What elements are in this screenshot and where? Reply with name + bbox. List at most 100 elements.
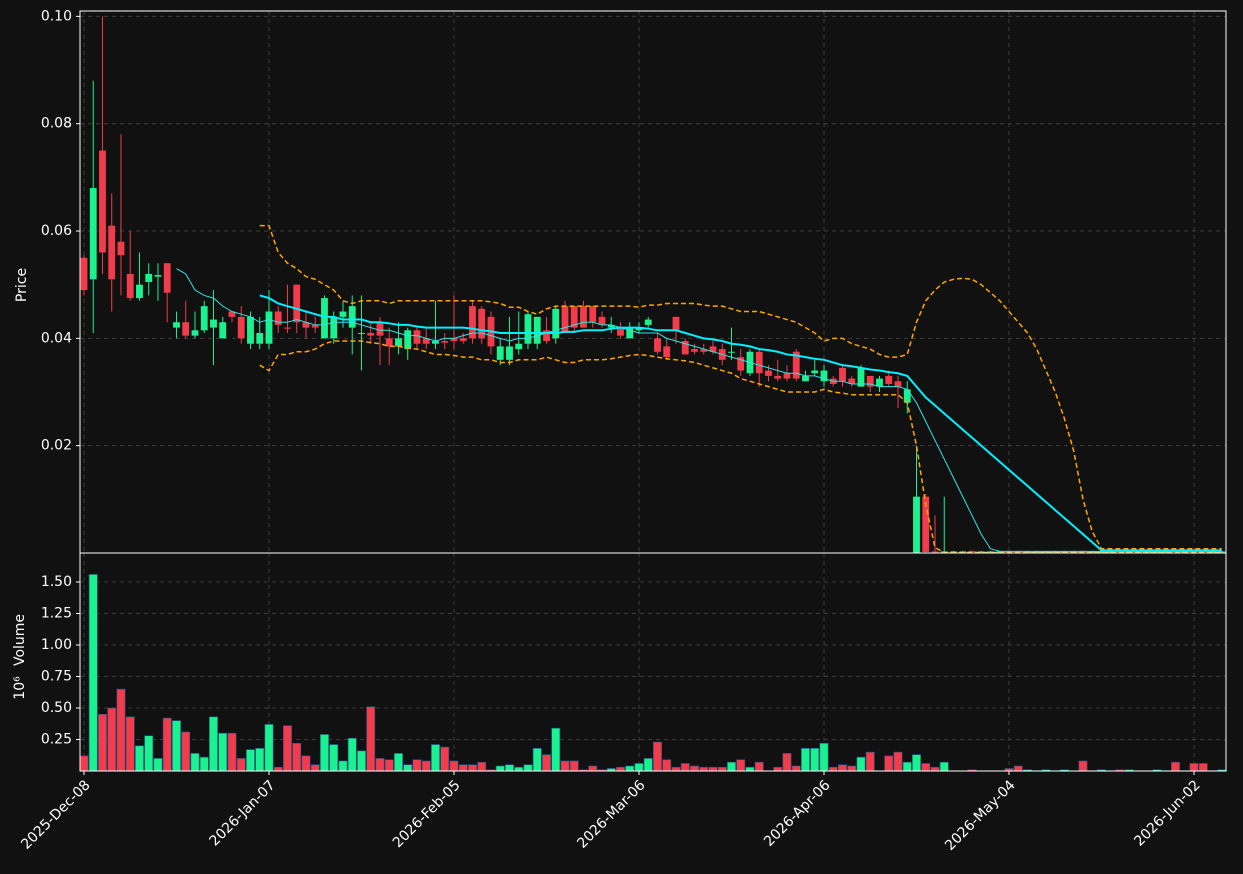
candle-body	[108, 225, 116, 280]
volume-bar	[209, 716, 218, 772]
candle-body	[126, 273, 134, 299]
candle-body	[1098, 551, 1105, 553]
candle-body	[432, 341, 439, 344]
candle-body	[1218, 551, 1226, 553]
candle-body	[543, 330, 550, 342]
candle-body	[200, 306, 208, 331]
y-tick-label: 0.04	[41, 330, 72, 346]
candle-body	[654, 338, 661, 352]
volume-bar	[625, 765, 635, 772]
candle-body	[348, 306, 356, 328]
volume-bar	[856, 756, 866, 772]
volume-bar	[1198, 763, 1208, 772]
candle-body	[968, 550, 976, 552]
volume-bar	[671, 766, 681, 772]
volume-bar	[218, 732, 228, 772]
candle-body	[1042, 551, 1050, 553]
volume-bar	[394, 753, 403, 772]
candle-body	[866, 375, 874, 387]
candle-body	[182, 322, 190, 336]
overlay-line	[259, 224, 1222, 550]
candle-body	[1153, 551, 1161, 553]
candle-body	[274, 311, 282, 325]
candle-body	[173, 322, 180, 328]
candle-body	[700, 349, 708, 352]
volume-bar	[292, 742, 302, 772]
candle-body	[163, 263, 171, 293]
candle-body	[802, 375, 809, 382]
candle-body	[876, 378, 883, 387]
volume-bar	[431, 744, 440, 772]
volume-bar	[745, 766, 755, 772]
volume-bar	[865, 751, 875, 772]
volume-bar	[412, 759, 422, 772]
candle-body	[663, 346, 671, 358]
y-tick-label: 0.50	[41, 700, 72, 716]
volume-bar	[690, 765, 699, 772]
candle-body	[1088, 551, 1096, 553]
candle-body	[885, 375, 893, 384]
candle-body	[931, 551, 939, 553]
volume-bar	[181, 731, 191, 772]
volume-bar	[236, 758, 246, 772]
volume-bar	[116, 688, 126, 772]
candle-body	[774, 375, 782, 379]
volume-bar	[468, 764, 477, 772]
volume-bar	[634, 763, 644, 772]
candle-body	[728, 351, 735, 353]
candle-body	[691, 349, 698, 352]
candle-body	[330, 316, 338, 339]
price-axis-label: Price	[14, 268, 30, 302]
volume-bar	[264, 724, 274, 772]
volume-bar	[144, 735, 154, 772]
candle-body	[672, 316, 680, 331]
candle-body	[783, 373, 791, 379]
volume-bar	[172, 720, 181, 772]
volume-bar	[782, 753, 792, 772]
candle-body	[857, 367, 865, 387]
volume-bar	[88, 574, 98, 772]
volume-bar	[107, 707, 117, 772]
candle-body	[339, 311, 347, 317]
volume-bar	[153, 758, 163, 772]
volume-bar	[810, 748, 820, 772]
volume-bar	[162, 717, 172, 772]
candle-body	[376, 322, 384, 336]
overlay-line	[259, 294, 1222, 552]
volume-multiplier: 10⁶	[12, 676, 28, 700]
volume-bar	[838, 764, 847, 772]
y-tick-label: 0.02	[41, 438, 72, 454]
y-tick-label: 0.75	[41, 668, 72, 684]
volume-bar	[310, 764, 320, 772]
volume-bar	[680, 763, 690, 772]
volume-bar	[893, 751, 903, 772]
overlay-line	[176, 268, 1222, 552]
volume-bar	[273, 766, 283, 772]
volume-bar	[79, 755, 89, 772]
volume-bar	[375, 758, 385, 772]
candle-body	[496, 346, 504, 360]
volume-bar	[847, 765, 857, 772]
candle-body	[311, 324, 319, 328]
volume-bar	[523, 764, 533, 772]
candle-body	[117, 241, 125, 256]
candle-body	[792, 351, 800, 379]
candle-body	[136, 284, 143, 299]
volume-bar	[1013, 765, 1023, 772]
volume-bar	[791, 765, 801, 772]
volume-bar	[616, 766, 625, 772]
candle-body	[848, 378, 856, 384]
volume-bar	[477, 761, 487, 772]
candle-body	[894, 381, 902, 387]
volume-bar	[199, 756, 209, 772]
candle-body	[395, 338, 402, 347]
volume-frame	[79, 552, 1227, 772]
candle-body	[820, 370, 828, 382]
volume-bar	[708, 766, 718, 772]
candle-body	[404, 330, 412, 350]
candle-body	[561, 306, 569, 333]
candle-body	[191, 330, 199, 336]
candle-body	[228, 311, 236, 317]
volume-bar	[569, 760, 579, 772]
